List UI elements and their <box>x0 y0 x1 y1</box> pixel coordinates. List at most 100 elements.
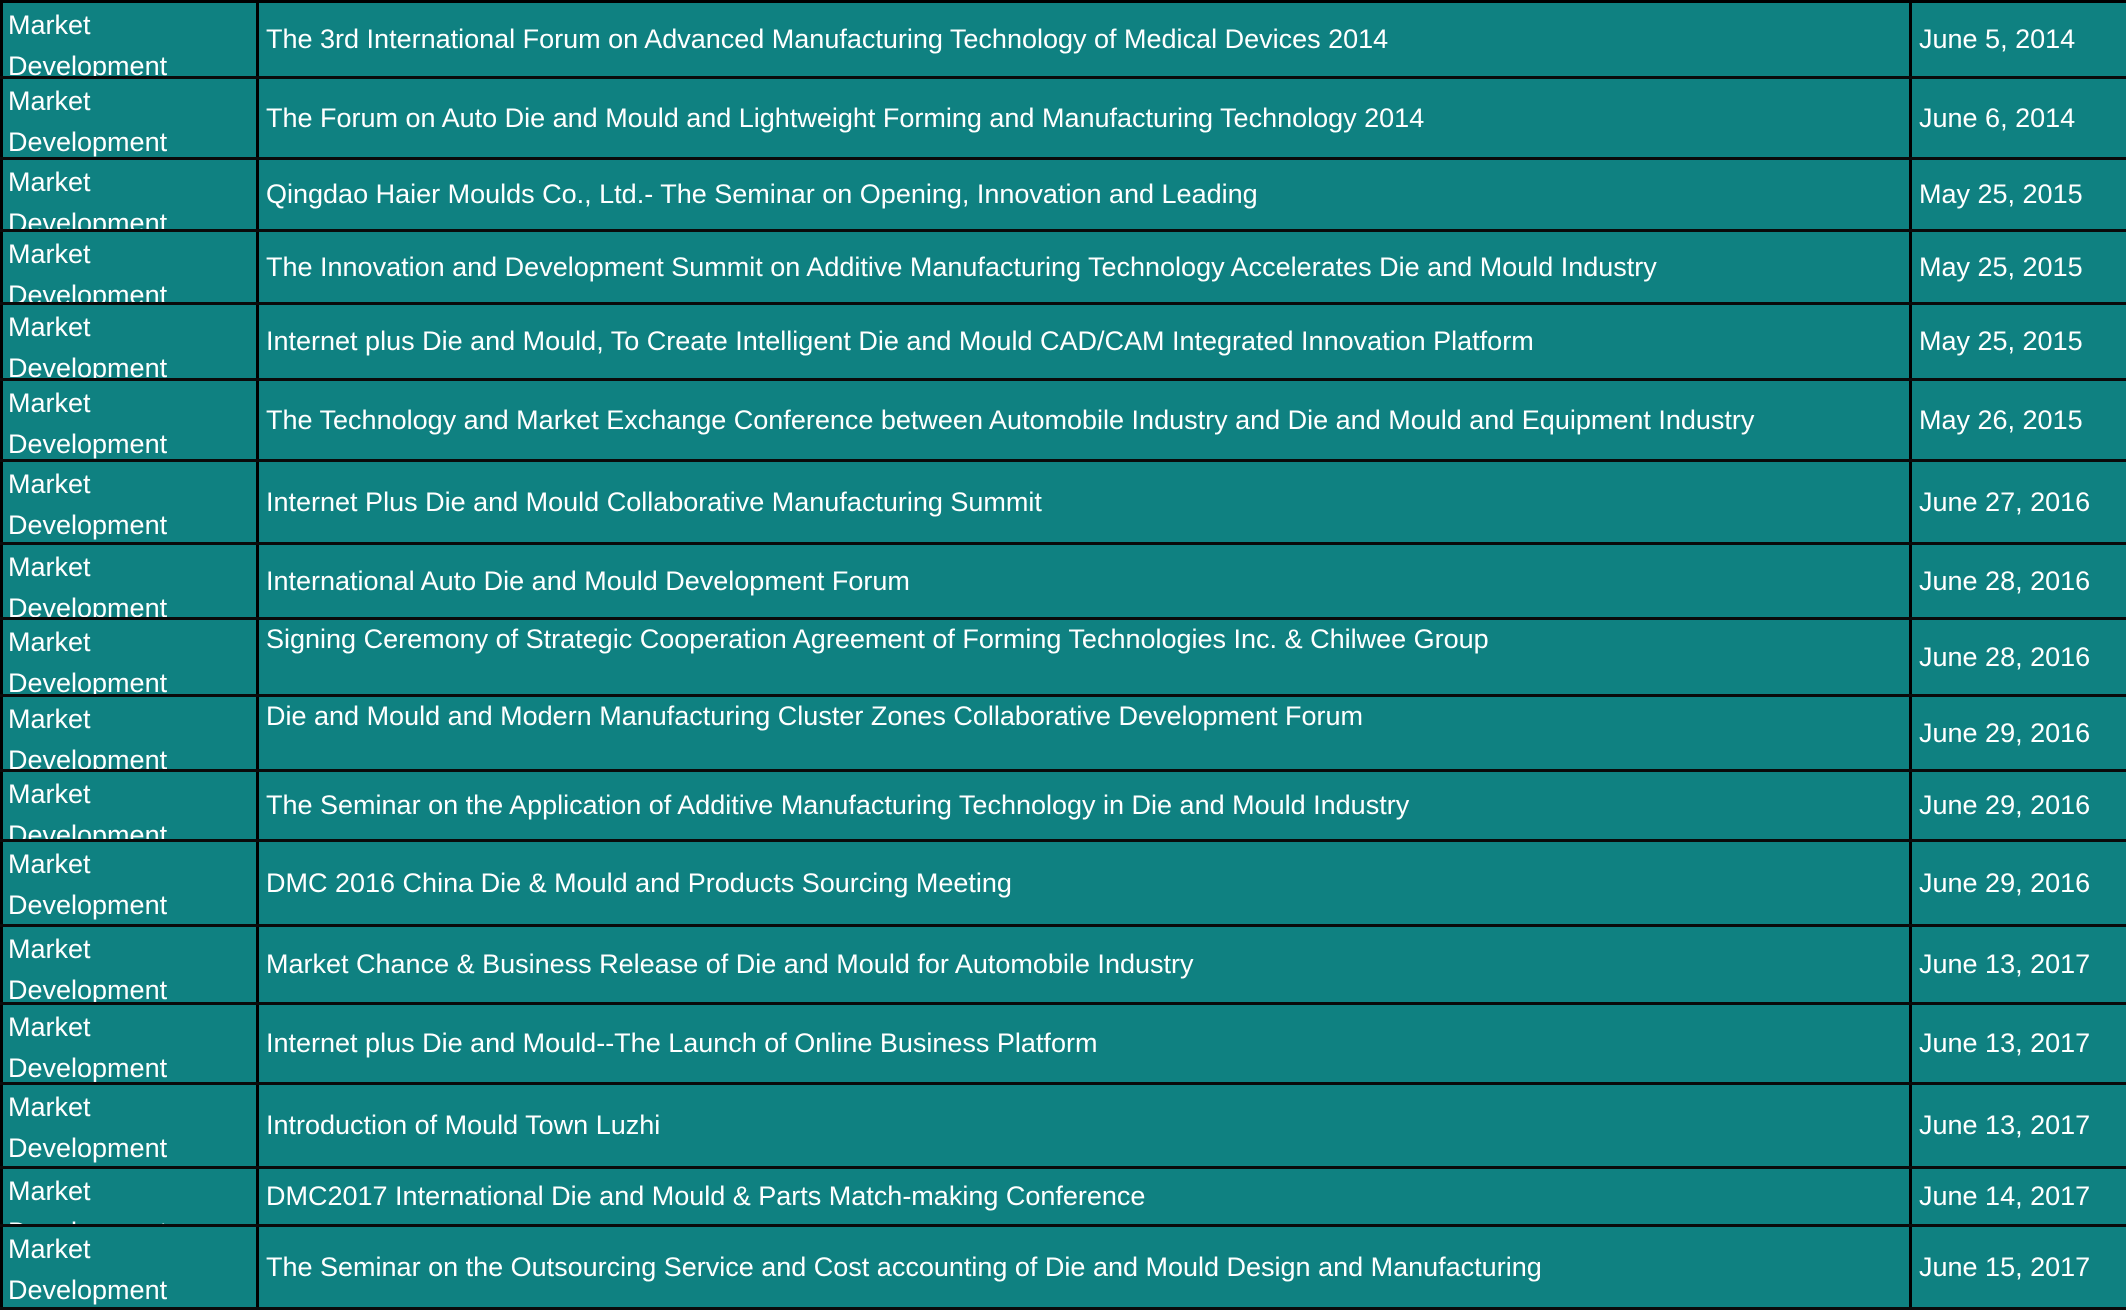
category-line-1: Market <box>8 167 91 197</box>
event-title: Market Chance & Business Release of Die … <box>266 949 1194 979</box>
category-cell: Market Development <box>3 305 256 378</box>
category-line-2: Development <box>8 353 168 378</box>
table-row: Market Development Die and Mould and Moder… <box>0 697 2126 772</box>
category-cell: Market Development <box>3 620 256 694</box>
event-date-cell: June 14, 2017 <box>1912 1169 2126 1224</box>
category-line-2: Development <box>8 975 168 1002</box>
category-line-1: Market <box>8 312 91 342</box>
event-date: May 26, 2015 <box>1919 404 2083 435</box>
category-cell: Market Development <box>3 1169 256 1224</box>
category-line-2: Development <box>8 1133 168 1163</box>
event-title-cell: The Forum on Auto Die and Mould and Ligh… <box>259 79 1909 157</box>
event-title: Introduction of Mould Town Luzhi <box>266 1110 661 1140</box>
category-line-2: Development <box>8 1053 168 1082</box>
event-date-cell: May 26, 2015 <box>1912 381 2126 459</box>
table-row: Market Development International Auto Die … <box>0 545 2126 620</box>
event-date: June 14, 2017 <box>1919 1181 2091 1211</box>
events-table: Market Development The 3rd International F… <box>0 3 2126 1310</box>
event-title-cell: The Innovation and Development Summit on… <box>259 232 1909 302</box>
category-line-1: Market <box>8 779 91 809</box>
category-line-1: Market <box>8 1012 91 1042</box>
table-row: Market Development Signing Ceremony of Str… <box>0 620 2126 697</box>
table-row: Market Development DMC 2016 China Die & Mo… <box>0 842 2126 927</box>
category-line-2: Development <box>8 208 168 229</box>
event-title-cell: The Seminar on the Application of Additi… <box>259 772 1909 839</box>
event-title-cell: Market Chance & Business Release of Die … <box>259 927 1909 1002</box>
event-title: The 3rd International Forum on Advanced … <box>266 24 1389 54</box>
event-title: The Forum on Auto Die and Mould and Ligh… <box>266 102 1425 133</box>
event-title: The Technology and Market Exchange Confe… <box>266 404 1755 435</box>
category-line-1: Market <box>8 1234 91 1264</box>
event-title-cell: Die and Mould and Modern Manufacturing C… <box>259 697 1909 769</box>
event-date: May 25, 2015 <box>1919 251 2083 282</box>
table-row: Market Development Internet Plus Die and M… <box>0 462 2126 545</box>
category-line-1: Market <box>8 627 91 657</box>
event-date-cell: June 13, 2017 <box>1912 1005 2126 1082</box>
category-line-2: Development <box>8 1217 167 1224</box>
event-date-cell: May 25, 2015 <box>1912 305 2126 378</box>
event-date-cell: June 29, 2016 <box>1912 842 2126 924</box>
category-cell: Market Development <box>3 462 256 542</box>
category-cell: Market Development <box>3 772 256 839</box>
category-cell: Market Development <box>3 1227 256 1307</box>
event-date-cell: June 13, 2017 <box>1912 927 2126 1002</box>
event-title-cell: Signing Ceremony of Strategic Cooperatio… <box>259 620 1909 694</box>
event-title-cell: Introduction of Mould Town Luzhi <box>259 1085 1909 1166</box>
table-row: Market Development The Seminar on the Outs… <box>0 1227 2126 1310</box>
event-title: Signing Ceremony of Strategic Cooperatio… <box>266 624 1489 654</box>
event-date: June 27, 2016 <box>1919 486 2091 517</box>
category-line-2: Development <box>8 280 168 302</box>
event-date-cell: June 6, 2014 <box>1912 79 2126 157</box>
category-line-1: Market <box>8 388 91 418</box>
event-title-cell: Internet plus Die and Mould--The Launch … <box>259 1005 1909 1082</box>
event-date-cell: June 28, 2016 <box>1912 620 2126 694</box>
event-title-cell: Qingdao Haier Moulds Co., Ltd.- The Semi… <box>259 160 1909 229</box>
event-date: June 28, 2016 <box>1919 641 2091 672</box>
event-title-cell: The 3rd International Forum on Advanced … <box>259 3 1909 76</box>
event-date: June 13, 2017 <box>1919 1110 2091 1140</box>
event-date: May 25, 2015 <box>1919 179 2083 209</box>
event-date-cell: May 25, 2015 <box>1912 160 2126 229</box>
event-date-cell: June 29, 2016 <box>1912 697 2126 769</box>
event-date: June 6, 2014 <box>1919 102 2076 133</box>
table-row: Market Development The Seminar on the Appl… <box>0 772 2126 842</box>
event-date: June 13, 2017 <box>1919 1028 2091 1058</box>
event-title: International Auto Die and Mould Develop… <box>266 565 910 596</box>
category-line-2: Development <box>8 127 168 157</box>
table-row: Market Development Market Chance & Busines… <box>0 927 2126 1005</box>
event-title-cell: Internet plus Die and Mould, To Create I… <box>259 305 1909 378</box>
event-date: June 13, 2017 <box>1919 949 2091 979</box>
event-date-cell: May 25, 2015 <box>1912 232 2126 302</box>
event-title: Internet plus Die and Mould, To Create I… <box>266 326 1534 356</box>
event-date: June 15, 2017 <box>1919 1251 2091 1282</box>
event-title-cell: DMC2017 International Die and Mould & Pa… <box>259 1169 1909 1224</box>
category-line-2: Development <box>8 593 168 617</box>
event-title: DMC2017 International Die and Mould & Pa… <box>266 1181 1146 1211</box>
event-date: June 29, 2016 <box>1919 717 2091 748</box>
event-title: Internet Plus Die and Mould Collaborativ… <box>266 486 1042 517</box>
category-line-1: Market <box>8 934 91 964</box>
category-cell: Market Development <box>3 1005 256 1082</box>
category-line-1: Market <box>8 239 91 269</box>
category-cell: Market Development <box>3 1085 256 1166</box>
event-date: June 28, 2016 <box>1919 565 2091 596</box>
event-date-cell: June 28, 2016 <box>1912 545 2126 617</box>
event-title-cell: The Seminar on the Outsourcing Service a… <box>259 1227 1909 1307</box>
event-date: June 5, 2014 <box>1919 24 2076 54</box>
table-row: Market Development The Forum on Auto Die a… <box>0 79 2126 160</box>
event-date-cell: June 5, 2014 <box>1912 3 2126 76</box>
table-row: Market Development The Technology and Mark… <box>0 381 2126 462</box>
category-line-2: Development <box>8 745 168 769</box>
category-line-1: Market <box>8 849 91 879</box>
event-date-cell: June 29, 2016 <box>1912 772 2126 839</box>
event-date: May 25, 2015 <box>1919 326 2083 356</box>
category-line-2: Development <box>8 668 168 694</box>
category-line-1: Market <box>8 86 91 116</box>
category-line-2: Development <box>8 820 168 839</box>
table-row: Market Development Qingdao Haier Moulds Co… <box>0 160 2126 232</box>
event-title-cell: International Auto Die and Mould Develop… <box>259 545 1909 617</box>
event-title: Die and Mould and Modern Manufacturing C… <box>266 701 1364 731</box>
event-title: Qingdao Haier Moulds Co., Ltd.- The Semi… <box>266 179 1258 209</box>
category-line-1: Market <box>8 469 91 499</box>
category-cell: Market Development <box>3 545 256 617</box>
